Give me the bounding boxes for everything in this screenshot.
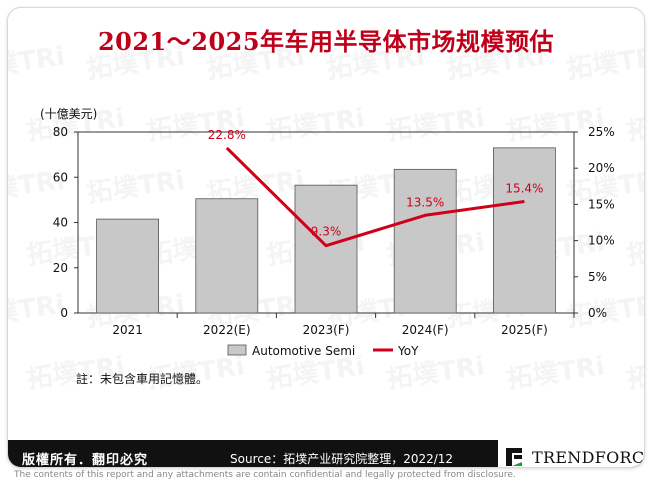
legend-bar-label: Automotive Semi	[252, 344, 355, 358]
left-tick-label: 80	[53, 125, 68, 139]
bar-2021	[96, 218, 159, 314]
trendforce-mark-icon	[506, 448, 522, 466]
bar-2024(F)	[393, 168, 457, 314]
disclaimer-text: The contents of this report and any atta…	[14, 470, 516, 480]
copyright-text: 版權所有．翻印必究	[22, 453, 149, 468]
legend-bar-swatch	[227, 344, 247, 356]
bar-2025(F)	[492, 147, 556, 314]
x-tick-label: 2025(F)	[501, 323, 548, 337]
source-text: Source：拓墣产业研究院整理，2022/12	[230, 452, 454, 466]
y-axis-title: (十億美元)	[40, 107, 97, 121]
brand-name: TRENDFORCE	[532, 448, 645, 467]
x-tick-label: 2024(F)	[402, 323, 449, 337]
right-tick-label: 0%	[588, 306, 607, 320]
right-tick-label: 15%	[588, 197, 615, 211]
yoy-label: 15.4%	[505, 182, 543, 196]
chart-area: (十億美元) 0 20 40 60 80 0% 5% 10% 15% 20% 25% 2021 2022(…	[40, 107, 615, 358]
trendforce-logo: TRENDFORCE	[498, 440, 645, 467]
right-tick-label: 20%	[588, 161, 615, 175]
right-tick-label: 10%	[588, 234, 615, 248]
x-tick-label: 2022(E)	[203, 323, 250, 337]
right-tick-label: 25%	[588, 125, 615, 139]
right-tick-label: 5%	[588, 270, 607, 284]
yoy-label: 22.8%	[208, 128, 246, 142]
left-tick-label: 0	[60, 306, 68, 320]
bar-2022(E)	[195, 198, 259, 314]
yoy-label: 13.5%	[406, 195, 444, 209]
yoy-line	[225, 146, 525, 248]
chart-title: 2021～2025年车用半导体市场规模预估	[97, 27, 555, 56]
left-tick-label: 20	[53, 261, 68, 275]
left-tick-label: 60	[53, 170, 68, 184]
footnote: 註：未包含車用記憶體。	[76, 372, 209, 386]
footer-bar: 版權所有．翻印必究 Source：拓墣产业研究院整理，2022/12 TREND…	[8, 440, 645, 468]
left-tick-label: 40	[53, 216, 68, 230]
yoy-label: 9.3%	[311, 225, 342, 239]
x-tick-label: 2021	[112, 323, 143, 337]
report-card: 拓墣TRi 拓墣TRi 拓墣TRi 拓墣TRi 拓墣TRi 拓墣TRi 拓墣TRi 拓墣TRi…	[7, 7, 645, 468]
x-tick-label: 2023(F)	[303, 323, 350, 337]
legend-line-label: YoY	[397, 344, 419, 358]
bar-2023(F)	[294, 184, 358, 314]
